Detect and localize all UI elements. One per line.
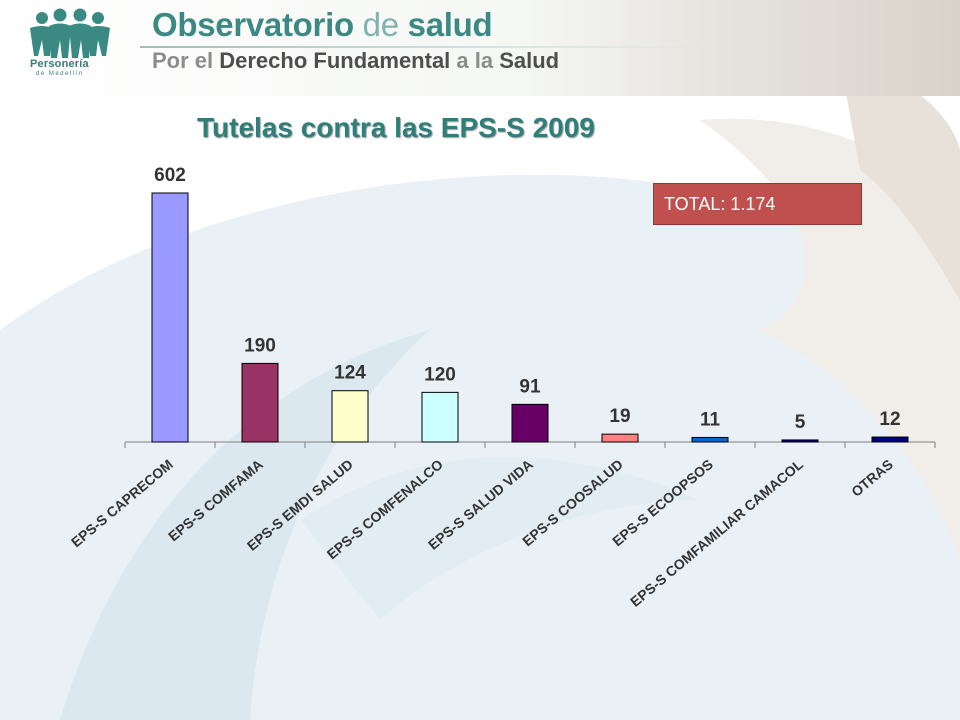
header-title-part1: Observatorio [152, 6, 363, 43]
bar-2 [241, 362, 279, 443]
header-subtitle-part3: a la [456, 48, 500, 73]
bar-7 [691, 436, 729, 443]
header-subtitle-part1: Por el [152, 48, 220, 73]
header-title-part2: de [362, 6, 408, 43]
data-label-9: 12 [879, 409, 900, 430]
data-label-7: 11 [700, 409, 721, 430]
personeria-logo-icon [30, 8, 110, 58]
logo-text-medellin: de Medellín [36, 71, 84, 77]
bar-3 [331, 390, 369, 443]
bar-6 [601, 433, 639, 443]
data-label-4: 120 [424, 364, 456, 385]
logo-text-personeria: Personería [30, 58, 89, 70]
chart-title: Tutelas contra las EPS-S 2009 [197, 112, 595, 143]
header-subtitle-part2: Derecho Fundamental [219, 48, 457, 73]
data-label-8: 5 [795, 412, 806, 433]
bar-1 [151, 192, 189, 443]
bar-9 [871, 436, 909, 443]
header-subtitle-part4: Salud [499, 48, 560, 73]
bar-8 [781, 439, 819, 443]
bar-4 [421, 391, 459, 443]
data-label-3: 124 [334, 363, 366, 384]
total-box: TOTAL: 1.174 [653, 183, 862, 225]
header-title-part3: salud [407, 6, 493, 43]
header-title: Observatorio de salud [152, 6, 493, 44]
data-label-1: 602 [154, 165, 186, 186]
category-label-8: EPS-S COMFAMILIAR CAMACOL [627, 456, 806, 610]
data-label-6: 19 [609, 406, 630, 427]
category-label-9: OTRAS [848, 456, 896, 500]
header-divider [140, 46, 700, 48]
data-label-2: 190 [244, 335, 276, 356]
category-label-2: EPS-S COMFAMA [165, 456, 266, 544]
category-label-1: EPS-S CAPRECOM [68, 456, 176, 550]
header-subtitle: Por el Derecho Fundamental a la Salud [152, 48, 559, 74]
bar-5 [511, 403, 549, 443]
data-label-5: 91 [519, 376, 541, 397]
header-banner: Personería de Medellín Observatorio de s… [0, 0, 960, 96]
